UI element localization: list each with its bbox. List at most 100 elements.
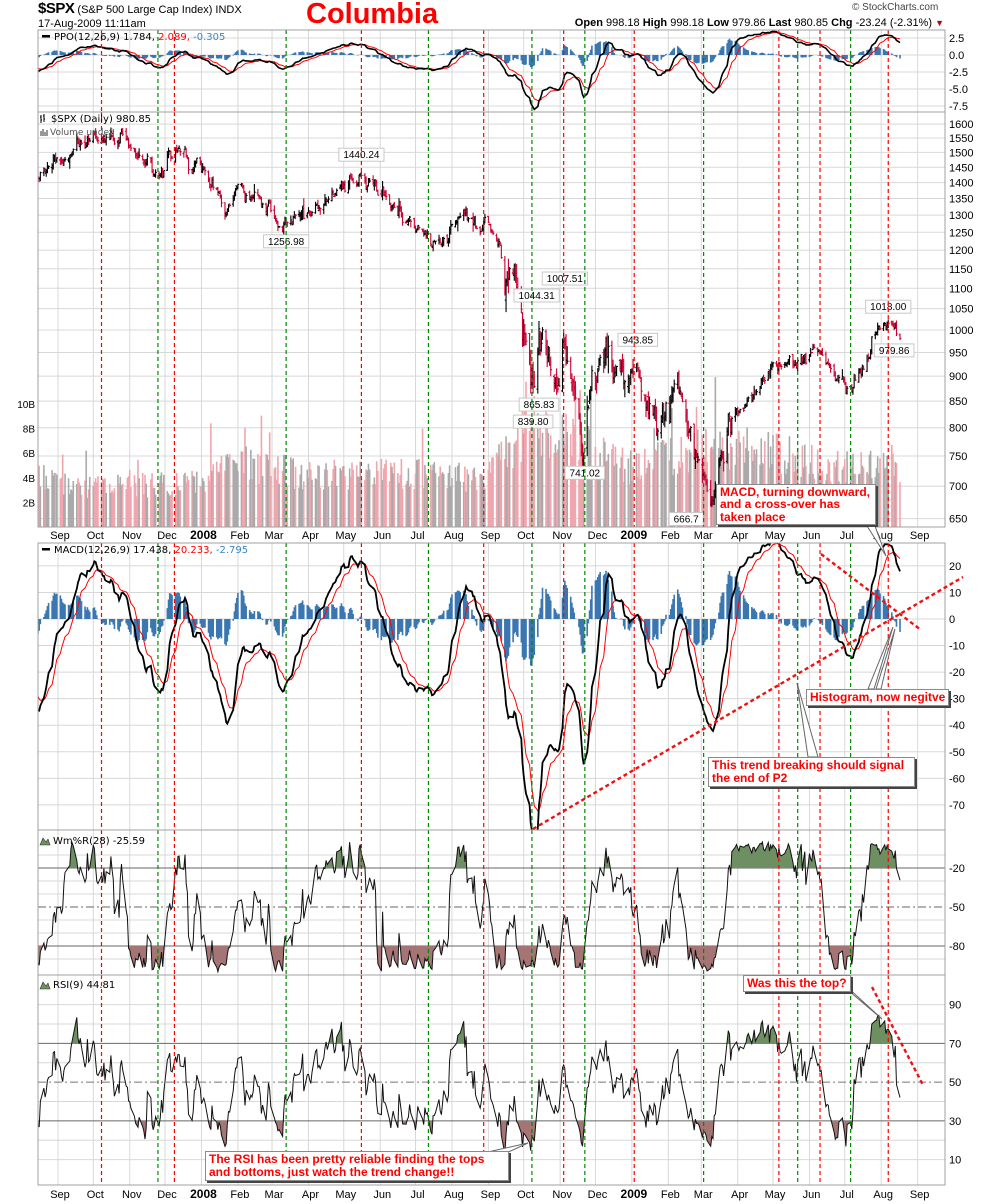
volume-bar — [275, 479, 278, 527]
x-tick-label: Sep — [50, 1189, 70, 1201]
volume-bar — [726, 438, 728, 527]
volume-bar — [489, 472, 492, 527]
histogram-bar — [60, 598, 63, 619]
price-bar — [615, 365, 618, 377]
histogram-bar — [850, 55, 853, 59]
volume-bar — [274, 467, 277, 527]
histogram-bar — [681, 607, 684, 619]
volume-bar — [879, 458, 881, 527]
histogram-bar — [45, 53, 48, 55]
histogram-bar — [382, 55, 385, 59]
histogram-bar — [792, 55, 794, 58]
histogram-bar — [135, 55, 138, 59]
histogram-bar — [499, 55, 501, 59]
histogram-bar — [769, 613, 772, 619]
histogram-bar — [671, 604, 673, 619]
histogram-bar — [210, 55, 212, 59]
ppo-legend: PPO(12,26,9) 1.784, 2.089, -0.305 — [42, 32, 225, 43]
histogram-bar — [598, 42, 600, 55]
histogram-bar — [664, 55, 666, 56]
volume-bar — [64, 473, 66, 527]
histogram-bar — [170, 593, 172, 619]
histogram-bar — [64, 52, 66, 55]
volume-bar — [267, 459, 270, 527]
histogram-bar — [399, 55, 402, 58]
price-bar — [146, 153, 149, 166]
histogram-bar — [678, 47, 680, 55]
histogram-bar — [818, 619, 820, 621]
histogram-bar — [339, 606, 342, 619]
histogram-bar — [572, 52, 574, 55]
price-bar — [467, 216, 470, 223]
ppo-line — [38, 30, 901, 111]
histogram-bar — [374, 619, 377, 629]
histogram-bar — [161, 619, 164, 626]
histogram-bar — [779, 55, 781, 57]
y-tick-label: 800 — [949, 423, 967, 435]
volume-bar — [38, 465, 40, 527]
histogram-bar — [52, 595, 55, 619]
volume-bar — [688, 449, 691, 527]
histogram-bar — [680, 602, 683, 619]
volume-bar — [421, 428, 424, 527]
volume-bar — [365, 469, 367, 527]
chart-title: Columbia — [306, 0, 439, 30]
histogram-bar — [736, 581, 739, 619]
volume-bar — [425, 474, 427, 527]
histogram-bar — [718, 53, 720, 55]
histogram-bar — [668, 53, 671, 55]
histogram-bar — [150, 619, 152, 629]
histogram-bar — [846, 619, 848, 633]
histogram-bar — [754, 610, 757, 619]
price-callout-text: 1018.00 — [870, 302, 907, 313]
volume-bar — [151, 473, 153, 527]
volume-bar — [647, 459, 650, 527]
svg-text:PPO(12,26,9) 1.784, 2.089, -0.: PPO(12,26,9) 1.784, 2.089, -0.305 — [54, 32, 225, 43]
price-bar — [696, 453, 700, 464]
histogram-bar — [759, 612, 761, 619]
histogram-bar — [660, 619, 663, 634]
histogram-bar — [350, 52, 352, 55]
histogram-bar — [520, 619, 523, 643]
price-callout-text: 1044.31 — [519, 291, 556, 302]
histogram-bar — [768, 54, 771, 55]
volume-bar — [549, 435, 552, 527]
price-bar — [39, 171, 42, 182]
volume-bar — [59, 478, 62, 527]
histogram-bar — [811, 55, 813, 57]
histogram-bar — [548, 50, 551, 55]
change-value: -23.24 (-2.31%) — [855, 17, 933, 29]
price-bar — [596, 368, 600, 384]
y-tick-label: -70 — [949, 800, 965, 812]
volume-bar — [130, 487, 132, 527]
volume-bar — [191, 470, 193, 527]
histogram-bar — [368, 55, 371, 58]
histogram-bar — [300, 51, 303, 55]
volume-bar — [46, 488, 49, 527]
price-bar — [318, 207, 322, 215]
histogram-bar — [120, 619, 123, 622]
volume-bar — [270, 475, 272, 527]
volume-bar — [284, 455, 286, 527]
histogram-bar — [825, 619, 827, 630]
volume-bar — [571, 455, 573, 527]
histogram-bar — [680, 49, 683, 55]
x-tick-label: Jun — [373, 530, 391, 542]
histogram-bar — [54, 594, 57, 619]
histogram-bar — [421, 619, 424, 623]
y-tick-label: 1100 — [949, 283, 973, 295]
volume-bar — [382, 468, 385, 527]
histogram-bar — [44, 54, 46, 55]
histogram-bar — [686, 619, 688, 625]
histogram-bar — [591, 585, 593, 619]
volume-bar — [548, 457, 551, 527]
histogram-bar — [192, 55, 195, 58]
volume-bar — [194, 492, 197, 527]
histogram-bar — [556, 614, 559, 619]
volume-bar — [110, 492, 112, 527]
histogram-bar — [183, 51, 185, 55]
histogram-bar — [96, 54, 98, 55]
volume-bar — [72, 481, 75, 527]
histogram-bar — [546, 49, 549, 55]
histogram-bar — [821, 619, 824, 626]
